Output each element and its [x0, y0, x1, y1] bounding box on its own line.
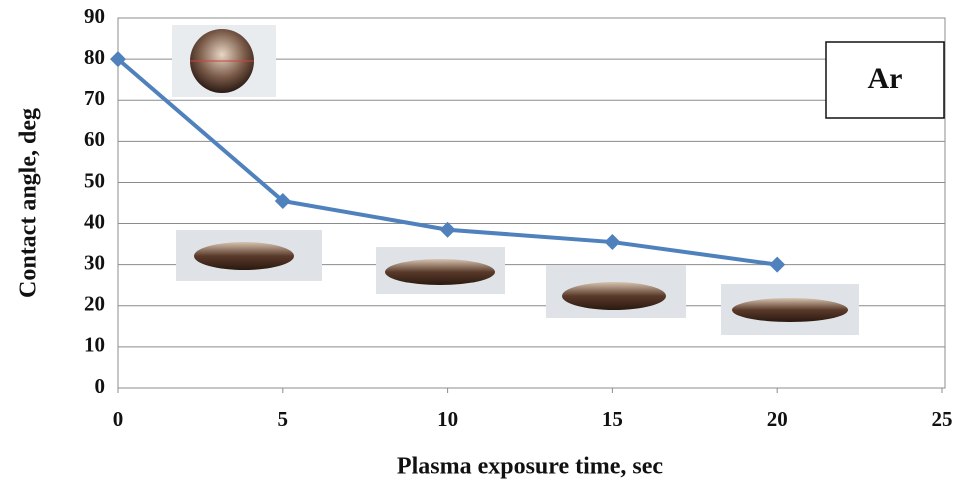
- y-axis-label: Contact angle, deg: [16, 108, 42, 298]
- y-tick-label: 0: [95, 374, 106, 398]
- y-tick-label: 20: [84, 292, 105, 316]
- y-tick-label: 40: [84, 209, 105, 233]
- droplet: [194, 242, 294, 270]
- x-tick-label: 25: [932, 407, 953, 431]
- y-tick-label: 50: [84, 168, 105, 192]
- y-tick-label: 10: [84, 333, 105, 357]
- chart: Ar Plasma exposure time, sec Contact ang…: [0, 0, 964, 489]
- y-tick-label: 80: [84, 45, 105, 69]
- y-tick-label: 60: [84, 127, 105, 151]
- x-tick-label: 5: [278, 407, 289, 431]
- annotation: Ar: [868, 62, 903, 95]
- x-axis-label: Plasma exposure time, sec: [397, 454, 664, 480]
- x-tick-label: 15: [602, 407, 623, 431]
- droplet: [562, 282, 666, 310]
- x-tick-label: 20: [767, 407, 788, 431]
- x-tick-label: 10: [437, 407, 458, 431]
- y-tick-label: 30: [84, 250, 105, 274]
- droplet: [732, 298, 848, 322]
- y-tick-label: 70: [84, 86, 105, 110]
- droplet: [385, 259, 495, 285]
- x-tick-label: 0: [113, 407, 124, 431]
- y-tick-label: 90: [84, 4, 105, 28]
